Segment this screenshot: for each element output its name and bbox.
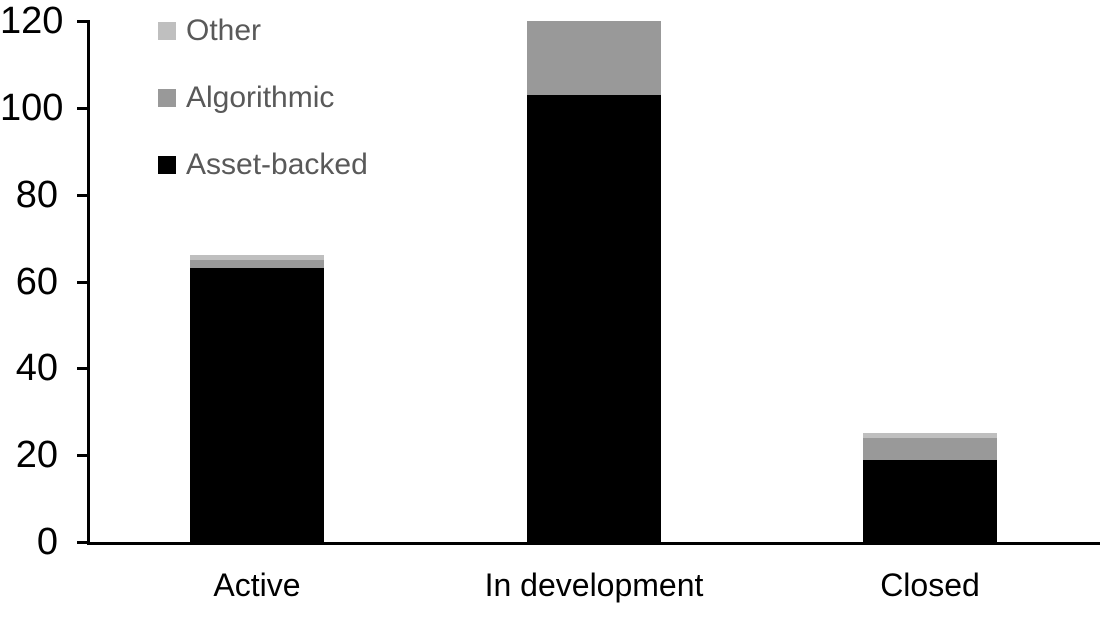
- y-tick-label-0: 0: [36, 521, 58, 563]
- legend: Other Algorithmic Asset-backed: [158, 16, 368, 180]
- segment-other-closed: [863, 433, 997, 438]
- y-tick-20: [77, 454, 90, 458]
- y-tick-100: [77, 106, 90, 110]
- legend-label-algorithmic: Algorithmic: [186, 81, 335, 114]
- segment-algorithmic-active: [190, 259, 324, 269]
- y-tick-label-80: 80: [15, 173, 58, 216]
- y-tick-label-60: 60: [15, 260, 58, 303]
- segment-asset-backed-in-development: [527, 94, 661, 542]
- legend-label-other: Other: [186, 14, 262, 47]
- legend-swatch-other: [158, 22, 176, 40]
- y-tick-0: [77, 541, 90, 544]
- y-tick-60: [77, 280, 90, 284]
- y-tick-label-120: 120: [0, 0, 64, 42]
- legend-item-other: Other: [158, 16, 368, 46]
- y-tick-label-100: 100: [0, 86, 64, 129]
- x-category-label-active: Active: [213, 567, 301, 603]
- bar-active: [190, 255, 324, 542]
- legend-swatch-algorithmic: [158, 89, 176, 107]
- x-category-label-in-development: In development: [484, 567, 704, 603]
- x-category-label-closed: Closed: [880, 567, 980, 603]
- y-tick-label-40: 40: [15, 347, 58, 390]
- legend-item-algorithmic: Algorithmic: [158, 83, 368, 113]
- bar-closed: [863, 433, 997, 542]
- y-tick-120: [77, 20, 90, 23]
- segment-algorithmic-closed: [863, 437, 997, 460]
- bar-in-development: [527, 21, 661, 542]
- legend-item-asset-backed: Asset-backed: [158, 150, 368, 180]
- y-tick-label-20: 20: [15, 434, 58, 477]
- segment-algorithmic-in-development: [527, 21, 661, 95]
- legend-label-asset-backed: Asset-backed: [186, 148, 368, 181]
- segment-asset-backed-closed: [863, 459, 997, 542]
- segment-asset-backed-active: [190, 268, 324, 542]
- y-tick-80: [77, 193, 90, 197]
- x-axis-line: [87, 542, 1100, 545]
- legend-swatch-asset-backed: [158, 156, 176, 174]
- segment-other-active: [190, 255, 324, 260]
- y-tick-40: [77, 367, 90, 371]
